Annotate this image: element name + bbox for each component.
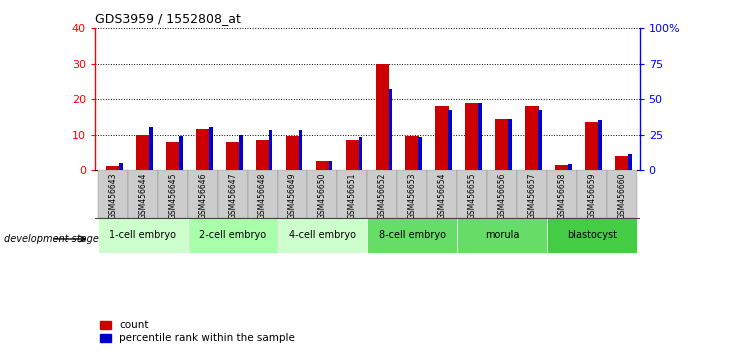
Bar [106,166,120,170]
Bar [568,164,572,170]
Bar [376,64,389,170]
Bar [436,106,449,170]
Text: GSM456647: GSM456647 [228,172,237,219]
Text: GSM456645: GSM456645 [168,172,178,219]
Text: development stage: development stage [4,234,99,244]
Bar [495,119,509,170]
Bar [98,218,188,253]
Bar [278,218,367,253]
Text: GSM456656: GSM456656 [498,172,507,219]
Bar [166,142,180,170]
Bar [209,127,213,170]
Text: GSM456660: GSM456660 [617,172,626,219]
Bar [149,127,153,170]
Bar [418,137,422,170]
Bar [508,119,512,170]
Bar [359,137,363,170]
Text: GSM456644: GSM456644 [138,172,148,219]
Bar [547,170,577,218]
Text: GSM456643: GSM456643 [108,172,118,219]
Bar [517,170,547,218]
Text: GSM456657: GSM456657 [527,172,537,219]
Bar [397,170,427,218]
Bar [188,170,218,218]
Bar [555,165,569,170]
Text: 8-cell embryo: 8-cell embryo [379,230,446,240]
Bar [598,120,602,170]
Text: GSM456659: GSM456659 [587,172,596,219]
Bar [119,163,123,170]
Bar [329,161,333,170]
Bar [466,103,479,170]
Bar [448,110,452,170]
Bar [628,154,632,170]
Text: GSM456648: GSM456648 [258,172,267,219]
Bar [196,129,210,170]
Bar [585,122,599,170]
Bar [615,156,629,170]
Bar [487,170,517,218]
Text: 1-cell embryo: 1-cell embryo [110,230,176,240]
Legend: count, percentile rank within the sample: count, percentile rank within the sample [100,320,295,343]
Bar [286,136,299,170]
Text: GSM456646: GSM456646 [198,172,208,219]
Bar [188,218,278,253]
Bar [308,170,338,218]
Bar [525,106,539,170]
Text: GSM456653: GSM456653 [408,172,417,219]
Bar [239,135,243,170]
Bar [427,170,457,218]
Bar [406,136,419,170]
Bar [256,140,269,170]
Bar [299,130,303,170]
Text: GSM456652: GSM456652 [378,172,387,219]
Bar [179,136,183,170]
Bar [367,218,457,253]
Bar [316,161,329,170]
Bar [158,170,188,218]
Text: GSM456655: GSM456655 [468,172,477,219]
Bar [136,135,150,170]
Bar [389,89,392,170]
Bar [278,170,308,218]
Bar [457,218,547,253]
Bar [248,170,278,218]
Bar [547,218,637,253]
Text: GSM456649: GSM456649 [288,172,297,219]
Bar [269,130,273,170]
Text: GSM456654: GSM456654 [438,172,447,219]
Text: GSM456651: GSM456651 [348,172,357,219]
Bar [607,170,637,218]
Bar [478,103,482,170]
Bar [538,110,542,170]
Text: blastocyst: blastocyst [567,230,617,240]
Bar [457,170,487,218]
Text: GSM456658: GSM456658 [557,172,567,219]
Bar [346,140,359,170]
Bar [577,170,607,218]
Text: 4-cell embryo: 4-cell embryo [289,230,356,240]
Text: 2-cell embryo: 2-cell embryo [199,230,266,240]
Bar [226,142,240,170]
Text: GDS3959 / 1552808_at: GDS3959 / 1552808_at [95,12,241,25]
Bar [98,170,128,218]
Bar [128,170,158,218]
Bar [338,170,367,218]
Text: morula: morula [485,230,519,240]
Bar [367,170,397,218]
Bar [218,170,248,218]
Text: GSM456650: GSM456650 [318,172,327,219]
